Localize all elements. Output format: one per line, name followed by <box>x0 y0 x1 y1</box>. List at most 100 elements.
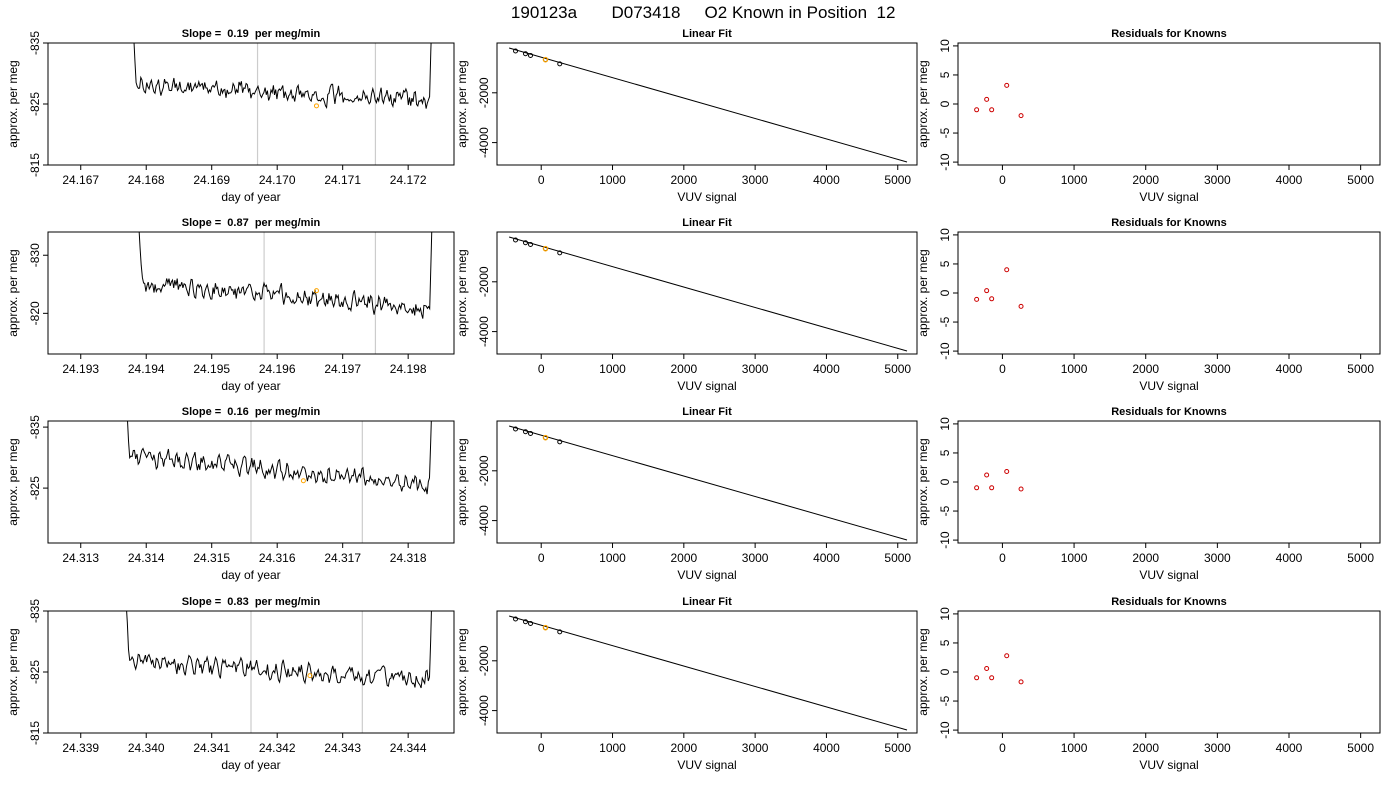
x-tick-label: 24.195 <box>193 362 230 376</box>
fit-line <box>508 236 908 352</box>
panel-timeseries-1: Slope = 0.19 per meg/min 24.167 24.168 24.1… <box>6 28 455 204</box>
fit-point <box>528 241 534 247</box>
x-tick-label: 5000 <box>884 173 911 187</box>
x-axis-label: day of year <box>221 379 280 393</box>
panel-grid: Slope = 0.19 per meg/min 24.167 24.168 24.1… <box>6 28 1381 772</box>
y-tick-label: -825 <box>28 92 42 116</box>
panel-title: Slope = 0.16 per meg/min <box>182 406 321 418</box>
y-axis-label: approx. per meg <box>455 628 469 715</box>
y-tick-label: -10 <box>938 342 952 360</box>
plot-frame <box>496 42 918 166</box>
plot-area <box>974 82 1024 119</box>
x-tick-label: 2000 <box>670 741 697 755</box>
fit-point <box>523 51 529 57</box>
panel-linear-fit-1: Linear Fit 0 1000 2000 3000 4000 5000 -2000 -400… <box>455 28 918 204</box>
x-tick-label: 0 <box>999 173 1006 187</box>
timeseries-line <box>127 421 432 495</box>
y-tick-label: 10 <box>938 39 952 53</box>
residual-point <box>984 472 990 478</box>
x-tick-label: 4000 <box>1276 551 1303 565</box>
x-tick-label: 2000 <box>670 551 697 565</box>
fit-point <box>557 61 563 67</box>
x-axis-label: day of year <box>221 568 280 582</box>
known-marker <box>313 288 319 294</box>
plot-frame <box>957 231 1381 355</box>
x-tick-label: 24.317 <box>324 551 361 565</box>
x-tick-label: 24.170 <box>259 173 296 187</box>
x-tick-label: 2000 <box>1132 173 1159 187</box>
y-axis-label: approx. per meg <box>6 249 20 336</box>
x-tick-label: 4000 <box>813 741 840 755</box>
y-tick-label: 5 <box>938 639 952 646</box>
y-tick-label: -2000 <box>477 266 491 297</box>
x-tick-label: 0 <box>999 741 1006 755</box>
y-tick-label: -2000 <box>477 645 491 676</box>
panel-timeseries-4: Slope = 0.83 per meg/min 24.339 24.340 24.3… <box>6 596 455 772</box>
x-axis-label: VUV signal <box>677 379 736 393</box>
y-tick-label: -835 <box>28 31 42 55</box>
x-tick-label: 24.339 <box>62 741 99 755</box>
y-axis-label: approx. per meg <box>916 628 930 715</box>
fit-point <box>523 240 529 246</box>
x-tick-label: 0 <box>999 551 1006 565</box>
y-tick-label: -10 <box>938 531 952 549</box>
y-tick-label: -835 <box>28 599 42 623</box>
residual-point <box>974 485 980 491</box>
y-axis-label: approx. per meg <box>6 628 20 715</box>
x-tick-label: 5000 <box>1347 173 1374 187</box>
y-axis-label: approx. per meg <box>6 438 20 525</box>
x-tick-label: 0 <box>538 551 545 565</box>
x-tick-label: 0 <box>538 173 545 187</box>
residual-point <box>989 485 995 491</box>
fit-line <box>508 615 908 731</box>
highlight-point <box>542 624 549 631</box>
x-tick-label: 3000 <box>1204 741 1231 755</box>
panel-linear-fit-4: Linear Fit 0 1000 2000 3000 4000 5000 -2000 -400… <box>455 596 918 772</box>
x-tick-label: 5000 <box>1347 362 1374 376</box>
x-tick-label: 24.172 <box>390 173 427 187</box>
plot-frame <box>496 420 918 544</box>
panel-title: Residuals for Knowns <box>1111 217 1227 229</box>
residual-point <box>1018 486 1024 492</box>
y-axis-label: approx. per meg <box>916 60 930 147</box>
residual-point <box>1004 82 1010 88</box>
x-tick-label: 1000 <box>599 362 626 376</box>
highlight-point <box>542 56 549 63</box>
panel-residuals-1: Residuals for Knowns 0 1000 2000 3000 4000 500… <box>916 28 1381 204</box>
x-tick-label: 1000 <box>599 741 626 755</box>
y-tick-label: -5 <box>938 695 952 706</box>
timeseries-line <box>126 611 432 689</box>
plot-frame <box>496 231 918 355</box>
x-tick-label: 2000 <box>1132 362 1159 376</box>
y-tick-label: -2000 <box>477 455 491 486</box>
y-tick-label: -4000 <box>477 505 491 536</box>
x-tick-label: 5000 <box>884 741 911 755</box>
y-tick-label: 10 <box>938 607 952 621</box>
residual-point <box>974 675 980 681</box>
fit-point <box>557 250 563 256</box>
x-tick-label: 1000 <box>599 551 626 565</box>
fit-point <box>523 619 529 625</box>
x-tick-label: 24.315 <box>193 551 230 565</box>
panel-residuals-2: Residuals for Knowns 0 1000 2000 3000 4000 500… <box>916 217 1381 393</box>
plot-frame <box>957 420 1381 544</box>
x-axis-label: VUV signal <box>677 758 736 772</box>
x-tick-label: 1000 <box>1061 741 1088 755</box>
y-tick-label: 0 <box>938 100 952 107</box>
residual-point <box>989 675 995 681</box>
residual-point <box>1018 303 1024 309</box>
plot-frame <box>957 42 1381 166</box>
panel-title: Linear Fit <box>682 406 732 418</box>
x-tick-label: 0 <box>538 362 545 376</box>
highlight-point <box>542 434 549 441</box>
y-tick-label: -5 <box>938 505 952 516</box>
x-tick-label: 24.313 <box>62 551 99 565</box>
x-axis-label: VUV signal <box>1139 758 1198 772</box>
y-tick-label: -4000 <box>477 127 491 158</box>
panel-title: Linear Fit <box>682 596 732 608</box>
panel-title: Linear Fit <box>682 217 732 229</box>
x-tick-label: 4000 <box>1276 173 1303 187</box>
plot-area <box>974 653 1024 685</box>
fit-point <box>557 439 563 445</box>
